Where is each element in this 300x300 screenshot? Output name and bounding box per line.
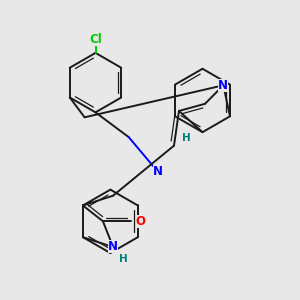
Text: H: H	[118, 254, 127, 264]
Text: N: N	[108, 241, 118, 254]
Text: N: N	[153, 165, 163, 178]
Text: Cl: Cl	[89, 32, 102, 46]
Text: N: N	[218, 79, 228, 92]
Text: O: O	[136, 215, 146, 228]
Text: H: H	[182, 133, 190, 143]
